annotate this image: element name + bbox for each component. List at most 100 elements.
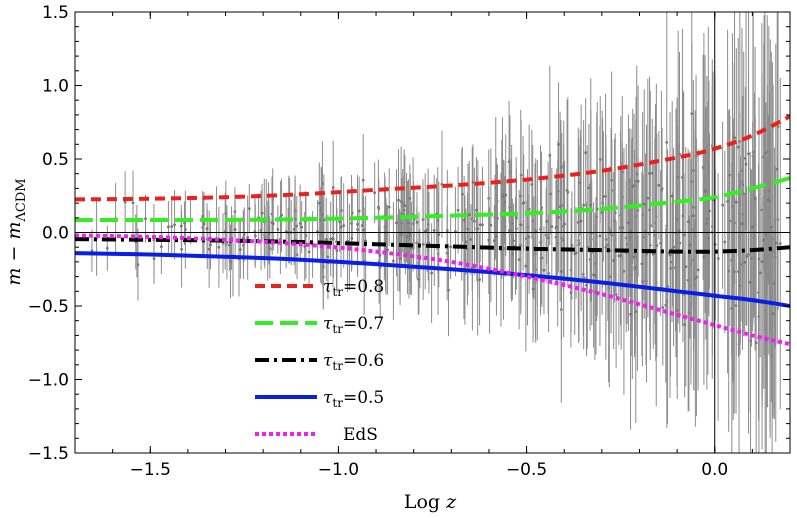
data-point — [600, 211, 604, 214]
data-point — [695, 275, 698, 279]
data-point — [397, 198, 400, 202]
data-point — [326, 255, 330, 259]
data-point — [733, 136, 736, 140]
data-point — [702, 255, 706, 259]
data-point — [573, 252, 577, 256]
data-point — [170, 225, 174, 228]
data-point — [331, 186, 335, 189]
data-point — [570, 243, 574, 247]
data-point — [668, 253, 672, 257]
data-point — [560, 270, 563, 273]
y-axis-title-sub: ΛCDM — [14, 178, 29, 222]
data-point — [207, 247, 211, 251]
data-point — [690, 112, 694, 115]
y-tick-label: 0.0 — [42, 224, 69, 244]
data-point — [753, 197, 757, 201]
series-line-3 — [75, 251, 790, 308]
data-point — [675, 309, 679, 313]
data-point — [621, 226, 624, 230]
data-point — [421, 242, 425, 246]
data-point — [467, 213, 471, 217]
data-point — [238, 248, 242, 251]
data-point — [415, 220, 419, 224]
data-point — [692, 214, 695, 218]
data-point — [582, 203, 586, 207]
data-point — [339, 225, 343, 229]
model-curves — [75, 114, 790, 347]
data-point — [403, 204, 407, 208]
data-point — [659, 241, 663, 245]
data-point — [771, 312, 775, 315]
legend-label-3: τtr=0.5 — [323, 388, 384, 410]
data-point — [378, 253, 382, 257]
data-point — [144, 217, 147, 221]
data-point — [677, 229, 681, 233]
data-point — [280, 213, 283, 217]
data-point — [475, 208, 478, 212]
data-point — [629, 312, 632, 316]
data-point — [227, 243, 231, 247]
data-point — [317, 201, 321, 205]
y-tick-label: 1.5 — [42, 3, 69, 23]
data-point — [622, 269, 626, 273]
data-point — [747, 152, 750, 156]
data-point — [395, 221, 398, 225]
data-point — [392, 259, 395, 263]
data-point — [416, 277, 420, 281]
legend-label-2: τtr=0.6 — [323, 351, 384, 373]
data-point — [387, 205, 391, 209]
data-point — [267, 232, 271, 236]
data-point — [640, 262, 644, 266]
data-point — [778, 242, 782, 245]
data-point — [432, 229, 436, 232]
data-point — [531, 287, 535, 291]
data-point — [612, 259, 616, 262]
data-point — [425, 228, 429, 232]
x-axis-title-main: Log — [404, 491, 440, 513]
data-point — [610, 178, 614, 182]
data-point — [298, 222, 302, 225]
data-point — [602, 195, 605, 198]
series-line-0 — [75, 114, 790, 202]
data-point — [557, 143, 560, 146]
data-point — [329, 237, 333, 241]
data-point — [748, 280, 752, 284]
data-point — [763, 152, 767, 155]
x-tick-label: −1.0 — [318, 460, 359, 480]
data-point — [657, 183, 661, 187]
data-point — [364, 239, 368, 243]
data-point — [585, 283, 588, 287]
data-point — [606, 243, 610, 247]
data-point — [201, 214, 205, 218]
data-point — [539, 240, 543, 244]
x-tick-label: 0.0 — [701, 460, 728, 480]
data-point — [545, 220, 549, 223]
y-tick-label: −1.0 — [28, 371, 69, 391]
reference-lines — [75, 12, 790, 453]
data-point — [263, 236, 267, 240]
data-point — [636, 179, 640, 183]
series-line-1 — [75, 176, 790, 223]
data-point — [469, 238, 473, 241]
data-point — [399, 232, 403, 236]
y-tick-label: 0.5 — [42, 150, 69, 170]
data-point — [517, 258, 521, 261]
data-point — [209, 243, 212, 247]
data-point — [619, 254, 623, 258]
data-point — [589, 203, 593, 207]
data-point — [762, 238, 766, 242]
data-points — [90, 12, 782, 453]
y-axis-title-main: m − m — [3, 222, 25, 286]
data-point — [386, 248, 389, 252]
data-point — [225, 240, 229, 244]
data-point — [481, 223, 484, 227]
data-point — [500, 195, 504, 199]
data-point — [478, 278, 481, 281]
data-point — [464, 240, 468, 244]
data-point — [335, 249, 339, 252]
data-point — [587, 186, 591, 190]
data-point — [548, 154, 552, 157]
data-point — [595, 207, 599, 211]
data-point — [478, 223, 482, 227]
data-point — [666, 285, 669, 288]
